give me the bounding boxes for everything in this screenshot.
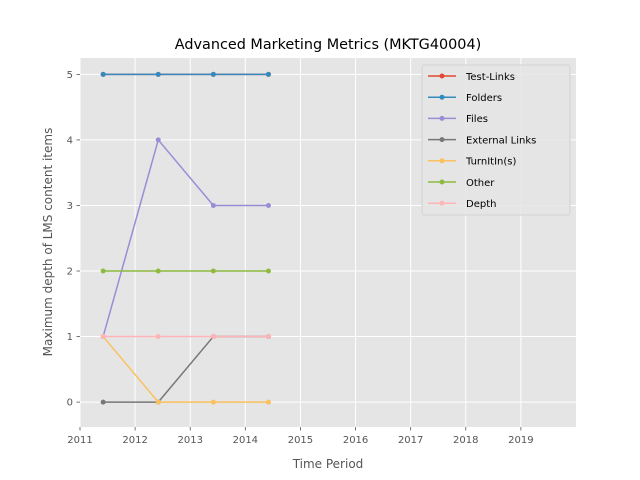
x-tick-label: 2012 (122, 435, 147, 446)
y-tick-label: 4 (67, 135, 73, 146)
y-tick-label: 0 (67, 398, 73, 409)
x-tick-label: 2019 (508, 435, 533, 446)
legend-label: Test-Links (465, 72, 515, 83)
data-point (265, 71, 271, 77)
data-point (210, 268, 216, 274)
x-tick-label: 2018 (453, 435, 478, 446)
data-point (155, 334, 161, 340)
y-axis-label: Maximum depth of LMS content items (41, 128, 55, 357)
legend-label: Depth (466, 199, 496, 210)
x-tick-label: 2011 (67, 435, 92, 446)
legend-marker (439, 73, 445, 79)
data-point (100, 334, 106, 340)
legend-marker (439, 200, 445, 206)
legend-label: Folders (466, 93, 502, 104)
series-folders (100, 71, 271, 77)
data-point (100, 399, 106, 405)
data-point (210, 334, 216, 340)
data-point (210, 202, 216, 208)
grid-lines (79, 58, 576, 427)
series-other (100, 268, 271, 274)
legend-marker (439, 158, 445, 164)
legend-marker (439, 179, 445, 185)
x-axis-ticks: 2011 2012 2013 2014 2015 2016 2017 2018 2019 (67, 427, 534, 446)
x-tick-label: 2015 (288, 435, 313, 446)
chart-title: Advanced Marketing Metrics (MKTG40004) (175, 37, 481, 53)
data-point (100, 71, 106, 77)
data-point (265, 202, 271, 208)
data-point (155, 137, 161, 143)
series-line (102, 139, 269, 337)
data-point (265, 399, 271, 405)
legend-frame (421, 64, 571, 216)
x-tick-label: 2016 (343, 435, 368, 446)
data-point (155, 399, 161, 405)
data-point (265, 334, 271, 340)
y-tick-label: 5 (67, 70, 73, 81)
y-axis-ticks: 0 1 2 3 4 5 (67, 70, 80, 409)
legend-marker (439, 137, 445, 143)
legend-marker (439, 94, 445, 100)
x-axis-label: Time Period (292, 457, 364, 471)
series-depth (100, 334, 271, 340)
legend-marker (439, 115, 445, 121)
data-point (210, 71, 216, 77)
legend-label: External Links (466, 135, 536, 146)
data-point (265, 268, 271, 274)
legend-label: TurnItIn(s) (465, 157, 516, 168)
series-layer (100, 71, 271, 405)
legend: Test-Links Folders Files External Links Turn… (421, 64, 571, 216)
y-tick-label: 3 (67, 201, 73, 212)
data-point (155, 71, 161, 77)
series-line (102, 336, 269, 403)
legend-label: Other (466, 178, 495, 189)
y-tick-label: 1 (67, 332, 73, 343)
x-tick-label: 2014 (233, 435, 258, 446)
data-point (155, 268, 161, 274)
y-tick-label: 2 (67, 267, 73, 278)
x-tick-label: 2017 (398, 435, 423, 446)
data-point (210, 399, 216, 405)
legend-label: Files (466, 114, 488, 125)
x-tick-label: 2013 (177, 435, 202, 446)
data-point (100, 268, 106, 274)
